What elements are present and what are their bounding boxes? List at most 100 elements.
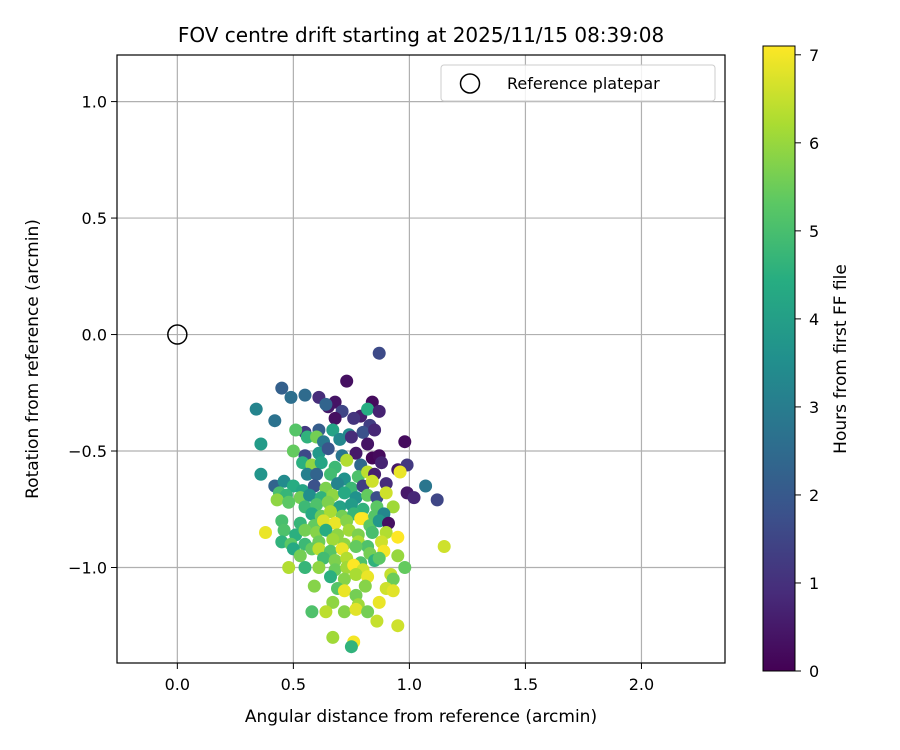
scatter-point	[298, 561, 312, 574]
scatter-point	[393, 465, 407, 479]
scatter-point	[282, 495, 296, 509]
scatter-point	[277, 523, 291, 537]
x-axis: 0.0 0.5 1.0 1.5 2.0	[165, 663, 654, 694]
scatter-point	[289, 423, 303, 437]
scatter-point	[324, 467, 337, 481]
scatter-point	[328, 411, 342, 425]
scatter-point	[337, 486, 351, 500]
scatter-point	[319, 605, 333, 619]
y-tick-label: −1.0	[68, 558, 107, 577]
scatter-point	[326, 533, 340, 546]
plot-frame	[116, 54, 726, 664]
scatter-point	[303, 488, 317, 502]
legend-box	[440, 64, 716, 102]
scatter-point	[298, 388, 312, 402]
scatter-point	[328, 516, 342, 530]
scatter-point	[324, 570, 337, 584]
colorbar-frame	[762, 45, 796, 672]
scatter-point	[337, 572, 351, 586]
scatter-point	[398, 561, 412, 574]
x-axis-label: Angular distance from reference (arcmin)	[245, 707, 597, 727]
scatter-point	[361, 437, 375, 451]
scatter-point	[372, 595, 386, 609]
chart-title: FOV centre drift starting at 2025/11/15 …	[178, 23, 664, 47]
scatter-point	[326, 423, 340, 437]
scatter-point	[419, 479, 433, 493]
scatter-point	[298, 523, 312, 537]
scatter-point	[293, 549, 307, 563]
scatter-point	[310, 467, 324, 481]
colorbar-tick-label: 0	[809, 662, 819, 681]
colorbar-tick-label: 3	[809, 398, 819, 417]
scatter-point	[437, 540, 451, 553]
scatter-point	[386, 572, 400, 586]
scatter-point	[321, 442, 335, 456]
scatter-point	[370, 614, 384, 628]
scatter-point	[365, 526, 379, 539]
y-axis-label: Rotation from reference (arcmin)	[23, 219, 43, 499]
scatter-point	[324, 505, 337, 519]
scatter-point	[312, 561, 326, 574]
scatter-point	[391, 530, 405, 544]
legend-entry: Reference platepar	[507, 74, 660, 93]
scatter-point	[391, 549, 405, 563]
scatter-point	[282, 561, 296, 574]
scatter-point	[391, 619, 405, 633]
colorbar-label: Hours from first FF file	[831, 264, 851, 454]
scatter-point	[379, 477, 393, 491]
scatter-point	[398, 435, 412, 449]
reference-platepar-marker	[167, 324, 188, 345]
colorbar-tick-label: 4	[809, 310, 819, 329]
x-tick-label: 1.0	[397, 675, 422, 694]
scatter-point	[284, 390, 298, 404]
scatter-point	[368, 423, 382, 437]
scatter-point	[249, 402, 263, 416]
scatter-point	[337, 584, 351, 598]
scatter-point	[358, 579, 372, 593]
colorbar-tick-label: 5	[809, 222, 819, 241]
scatter-point	[344, 640, 358, 654]
scatter-point	[372, 404, 386, 418]
scatter-point	[333, 432, 347, 446]
scatter-point	[349, 446, 363, 460]
x-tick-label: 0.0	[165, 675, 190, 694]
grid	[117, 55, 725, 663]
colorbar-gradient	[763, 46, 795, 671]
legend: Reference platepar	[440, 64, 716, 102]
y-axis: 1.0 0.5 0.0 −0.5 −1.0	[68, 93, 117, 577]
scatter-point	[386, 584, 400, 598]
scatter-point	[349, 602, 363, 616]
scatter-point	[356, 425, 370, 439]
y-tick-label: 0.5	[82, 209, 107, 228]
colorbar-tick-label: 7	[809, 46, 819, 65]
y-tick-label: 0.0	[82, 326, 107, 345]
scatter-point	[365, 474, 379, 488]
scatter-point	[328, 554, 342, 567]
scatter-point	[300, 430, 314, 444]
scatter-point	[331, 477, 344, 491]
scatter-point	[344, 430, 358, 444]
scatter-point	[361, 402, 375, 416]
colorbar-tick-label: 2	[809, 486, 819, 505]
y-tick-label: 1.0	[82, 93, 107, 112]
scatter-point	[340, 453, 354, 467]
scatter-point	[326, 595, 340, 609]
scatter-point	[254, 437, 268, 451]
scatter-point	[300, 467, 314, 481]
scatter-point	[375, 456, 388, 470]
scatter-point	[314, 456, 328, 470]
x-tick-label: 2.0	[629, 675, 654, 694]
scatter-point	[430, 493, 444, 507]
scatter-point	[340, 374, 354, 388]
scatter-point	[354, 512, 368, 526]
scatter-point	[319, 397, 333, 411]
scatter-point	[305, 605, 319, 619]
scatter-point	[259, 526, 272, 539]
scatter-point	[268, 414, 282, 428]
reference-point	[167, 324, 188, 345]
scatter-point	[347, 411, 361, 425]
colorbar: 0 1 2 3 4 5 6 7 Hours from first FF file	[762, 45, 851, 681]
scatter-point	[275, 381, 289, 395]
scatter-point	[379, 486, 393, 500]
